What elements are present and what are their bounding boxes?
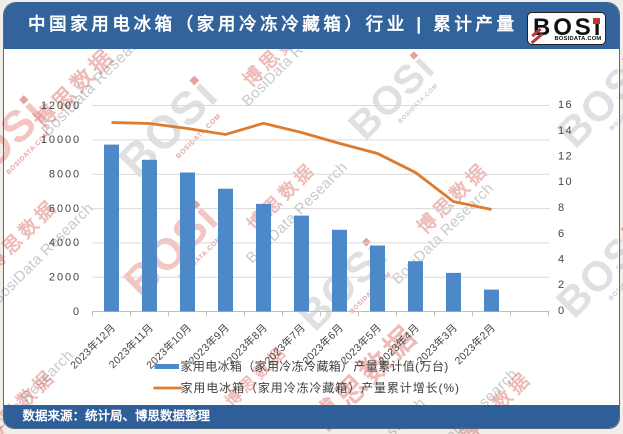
svg-text:2023年2月: 2023年2月	[452, 321, 498, 367]
svg-text:16: 16	[558, 99, 573, 111]
svg-text:8: 8	[558, 202, 566, 214]
svg-text:14: 14	[558, 125, 573, 137]
svg-text:6: 6	[558, 228, 566, 240]
svg-text:家用电冰箱（家用冷冻冷藏箱）产量累计增长(%): 家用电冰箱（家用冷冻冷藏箱）产量累计增长(%)	[181, 380, 460, 395]
svg-text:4000: 4000	[49, 237, 81, 249]
svg-text:0: 0	[558, 305, 566, 317]
svg-text:12000: 12000	[41, 100, 81, 112]
svg-text:家用电冰箱（家用冷冻冷藏箱）产量累计值(万台): 家用电冰箱（家用冷冻冷藏箱）产量累计值(万台)	[181, 359, 449, 374]
svg-text:10000: 10000	[41, 134, 81, 146]
svg-text:6000: 6000	[49, 203, 81, 215]
svg-text:0: 0	[73, 306, 81, 318]
svg-text:2: 2	[558, 279, 566, 291]
svg-text:10: 10	[558, 176, 573, 188]
svg-text:12: 12	[558, 151, 573, 163]
svg-text:8000: 8000	[49, 169, 81, 181]
svg-text:2000: 2000	[49, 272, 81, 284]
svg-text:4: 4	[558, 254, 566, 266]
